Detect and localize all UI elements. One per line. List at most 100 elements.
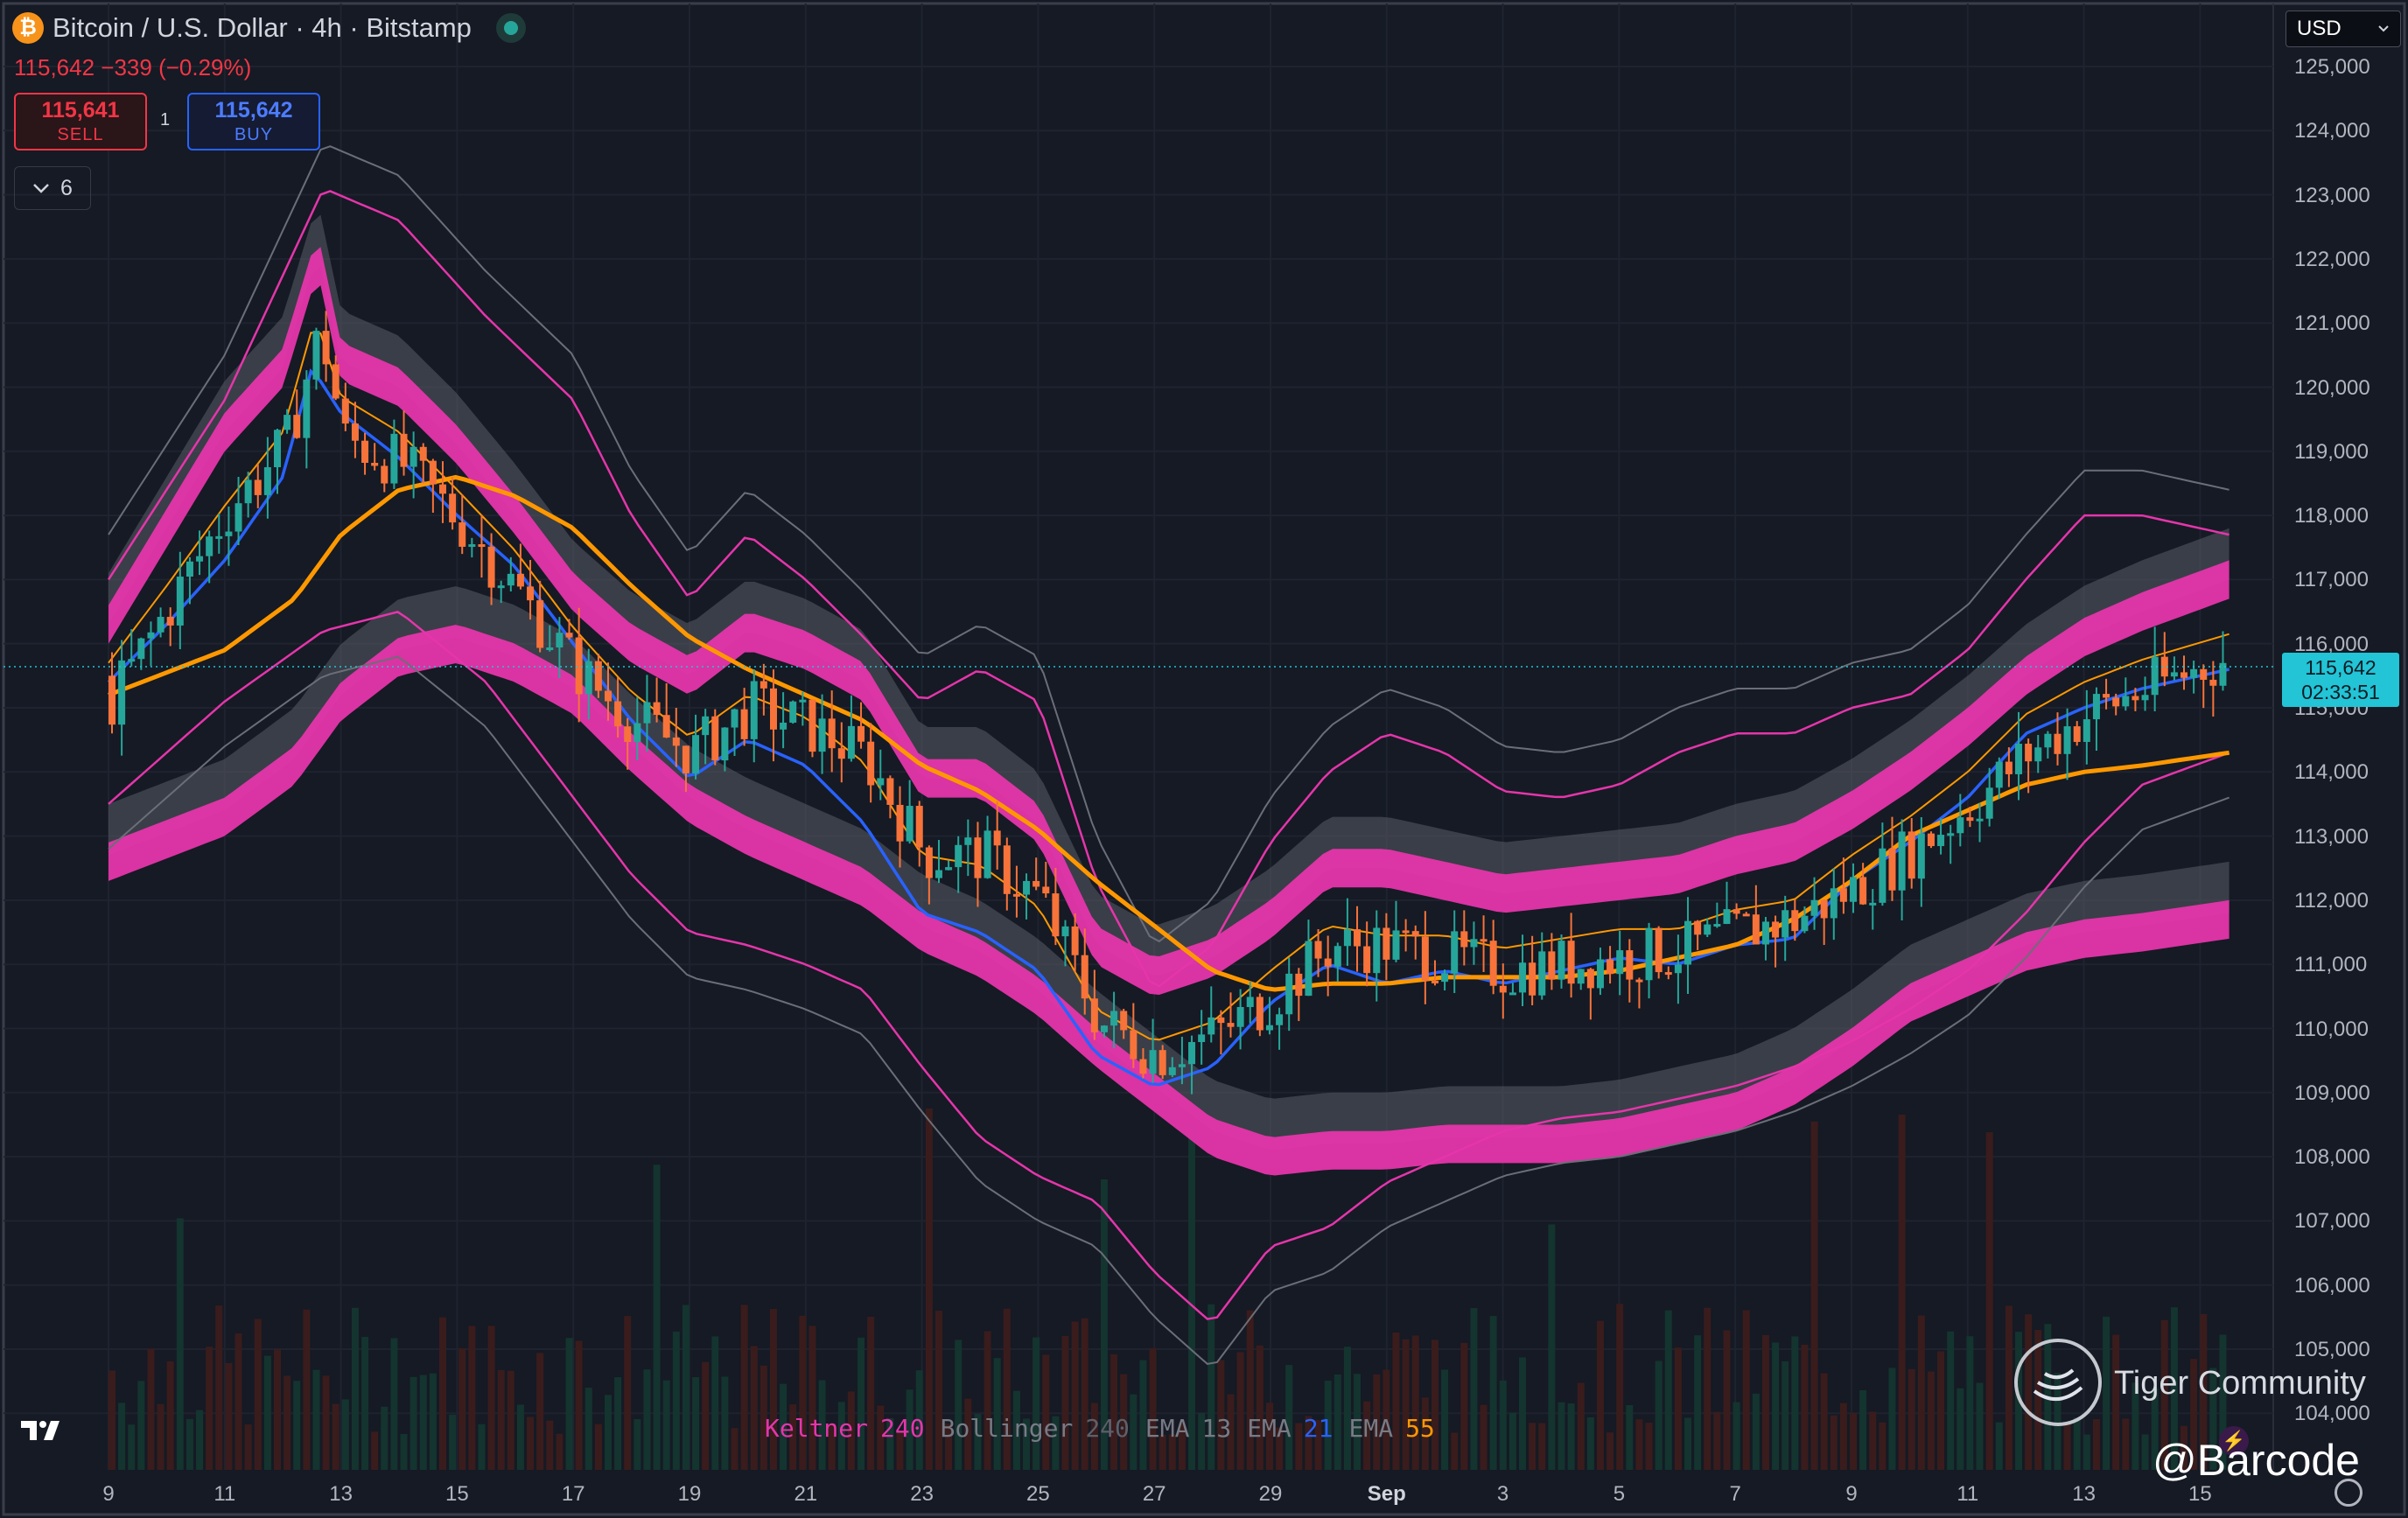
volume-bar (2063, 1422, 2071, 1470)
candle-body (1324, 958, 1332, 967)
candle-body (371, 463, 379, 466)
volume-bar (692, 1376, 700, 1470)
volume-bar (1966, 1336, 1974, 1470)
candle-body (118, 660, 126, 725)
candle-body (312, 331, 320, 380)
price-tick-label: 107,000 (2294, 1209, 2370, 1234)
buy-button[interactable]: 115,642 BUY (187, 93, 320, 150)
tradingview-logo[interactable] (19, 1417, 70, 1452)
candle-body (1188, 1042, 1196, 1065)
market-status-icon[interactable] (495, 13, 526, 43)
volume-bar (2122, 1418, 2130, 1470)
candle-body (497, 585, 505, 589)
volume-bar (2151, 1388, 2159, 1470)
price-tick-label: 112,000 (2294, 888, 2369, 913)
candle-body (1830, 888, 1838, 919)
candle-body (1431, 980, 1438, 983)
volume-bar (1976, 1382, 1984, 1470)
symbol-header[interactable]: ₿ Bitcoin / U.S. Dollar · 4h · Bitstamp (12, 12, 526, 44)
bollinger-upper-line (108, 145, 2230, 943)
volume-bar (1538, 1423, 1546, 1470)
symbol-title[interactable]: Bitcoin / U.S. Dollar · 4h · Bitstamp (52, 12, 472, 43)
candle-body (410, 446, 417, 467)
candle-body (1227, 1023, 1235, 1027)
candle-body (1012, 893, 1020, 897)
volume-bar (886, 1417, 894, 1470)
candle-body (1314, 941, 1322, 959)
settings-gear-icon[interactable] (2334, 1479, 2362, 1507)
volume-bar (487, 1326, 495, 1470)
candle-body (1801, 915, 1809, 932)
volume-bar (867, 1316, 875, 1470)
volume-bar (799, 1315, 807, 1470)
volume-bar (400, 1433, 408, 1470)
volume-bar (2160, 1319, 2168, 1470)
volume-bar (964, 1398, 972, 1470)
volume-bar (808, 1326, 816, 1470)
candle-body (225, 531, 233, 536)
candle-body (273, 430, 281, 467)
time-tick-label: 15 (2188, 1482, 2212, 1506)
volume-bar (2170, 1307, 2178, 1470)
candle-body (157, 617, 164, 633)
candle-body (128, 659, 136, 662)
volume-bar (1421, 1397, 1429, 1470)
volume-bar (244, 1424, 252, 1470)
candle-body (1100, 1025, 1108, 1032)
volume-bar (731, 1428, 738, 1470)
volume-bar (1529, 1423, 1536, 1470)
sell-button[interactable]: 115,641 SELL (14, 93, 147, 150)
legend-item-value: 21 (1303, 1414, 1334, 1443)
indicator-legend[interactable]: Keltner 240 Bollinger 240 EMA 13 EMA 21 EMA 55 (765, 1414, 1435, 1443)
volume-bar (1761, 1334, 1769, 1470)
volume-bar (1071, 1321, 1079, 1470)
candle-body (808, 699, 816, 752)
volume-bar (1052, 1416, 1060, 1470)
legend-item[interactable]: EMA 21 (1247, 1414, 1333, 1443)
volume-bar (546, 1420, 554, 1470)
candle-body (196, 556, 204, 562)
legend-item[interactable]: Bollinger 240 (941, 1414, 1130, 1443)
candle-body (1480, 939, 1488, 942)
candle-body (1158, 1050, 1166, 1075)
time-tick-label: 11 (1956, 1482, 1979, 1506)
volume-bar (332, 1403, 340, 1470)
candle-body (1772, 921, 1780, 938)
volume-bar (1888, 1368, 1896, 1470)
indicators-toggle-button[interactable]: 6 (14, 166, 91, 210)
volume-bar (438, 1317, 446, 1470)
legend-item[interactable]: EMA 55 (1348, 1414, 1434, 1443)
candle-body (1859, 877, 1867, 905)
volume-bar (2219, 1334, 2227, 1470)
candle-body (2160, 656, 2168, 677)
volume-bar (1489, 1316, 1497, 1470)
volume-bar (128, 1424, 136, 1470)
volume-bar (1110, 1354, 1118, 1470)
candle-body (2015, 744, 2023, 774)
volume-bar (1208, 1304, 1215, 1470)
candle-body (993, 830, 1001, 846)
candle-body (1168, 1067, 1176, 1075)
candle-body (1276, 1014, 1284, 1025)
volume-bar (1354, 1374, 1362, 1470)
volume-bar (1217, 1360, 1225, 1470)
candle-body (565, 633, 573, 638)
currency-select[interactable]: USD (2286, 10, 2401, 47)
buy-label: BUY (234, 125, 274, 144)
candle-body (1071, 926, 1079, 955)
candle-body (1343, 929, 1351, 947)
candle-body (147, 632, 155, 639)
candle-body (2005, 761, 2012, 774)
legend-item[interactable]: Keltner 240 (765, 1414, 925, 1443)
volume-bar (449, 1414, 457, 1470)
candle-body (2151, 656, 2159, 696)
volume-bar (955, 1340, 962, 1470)
volume-bar (1752, 1393, 1760, 1470)
candle-body (789, 701, 797, 723)
lightning-icon[interactable]: ⚡ (2219, 1426, 2249, 1456)
volume-bar (1567, 1403, 1575, 1470)
legend-item[interactable]: EMA 13 (1145, 1414, 1231, 1443)
